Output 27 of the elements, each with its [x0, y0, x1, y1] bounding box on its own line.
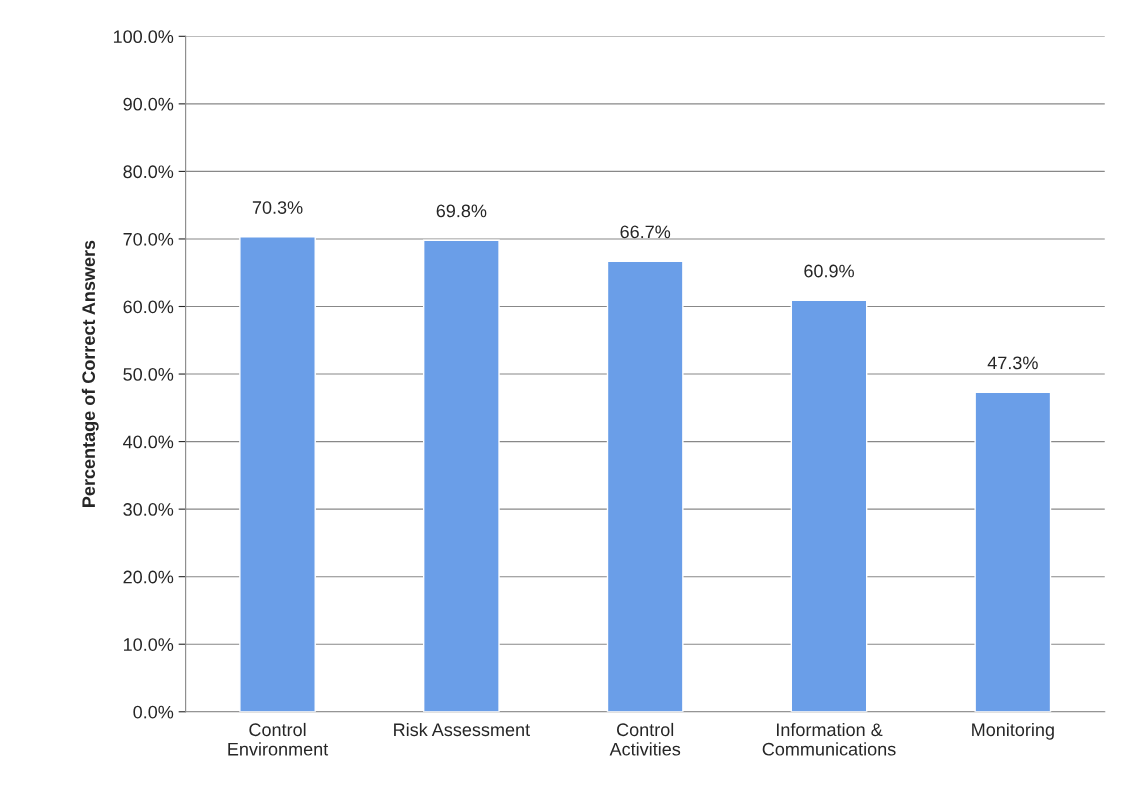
y-tick-label: 0.0%: [133, 705, 174, 719]
y-tick-label: 50.0%: [123, 367, 174, 381]
bar: [239, 236, 316, 712]
bar: [606, 260, 684, 712]
y-tick-label: 30.0%: [123, 503, 174, 516]
y-tick-label: 20.0%: [123, 570, 174, 584]
y-tick-label: 90.0%: [123, 97, 174, 111]
y-tick-label: 70.0%: [123, 232, 174, 246]
y-axis-title: Percentage of Correct Answers: [81, 240, 99, 507]
y-tick-label: 10.0%: [124, 638, 174, 651]
x-tick-label: Monitoring: [972, 722, 1054, 740]
data-label: 47.3%: [987, 356, 1038, 370]
y-tick-label: 100.0%: [113, 30, 174, 44]
data-label: 66.7%: [620, 225, 671, 239]
y-tick-label: 40.0%: [123, 435, 174, 449]
data-label: 70.3%: [252, 201, 303, 214]
bar: [422, 239, 500, 712]
bar: [790, 299, 868, 712]
y-tick-label: 80.0%: [123, 165, 174, 179]
y-tick-label: 60.0%: [123, 300, 174, 314]
data-label: 69.8%: [436, 204, 487, 218]
x-tick-label: Control Activities: [609, 722, 681, 756]
data-label: 60.9%: [804, 264, 854, 278]
x-tick-label: Information & Communications: [762, 722, 896, 756]
x-tick-label: Risk Assessment: [394, 722, 530, 737]
x-tick-label: Control Environment: [228, 722, 329, 756]
bar: [974, 391, 1052, 712]
